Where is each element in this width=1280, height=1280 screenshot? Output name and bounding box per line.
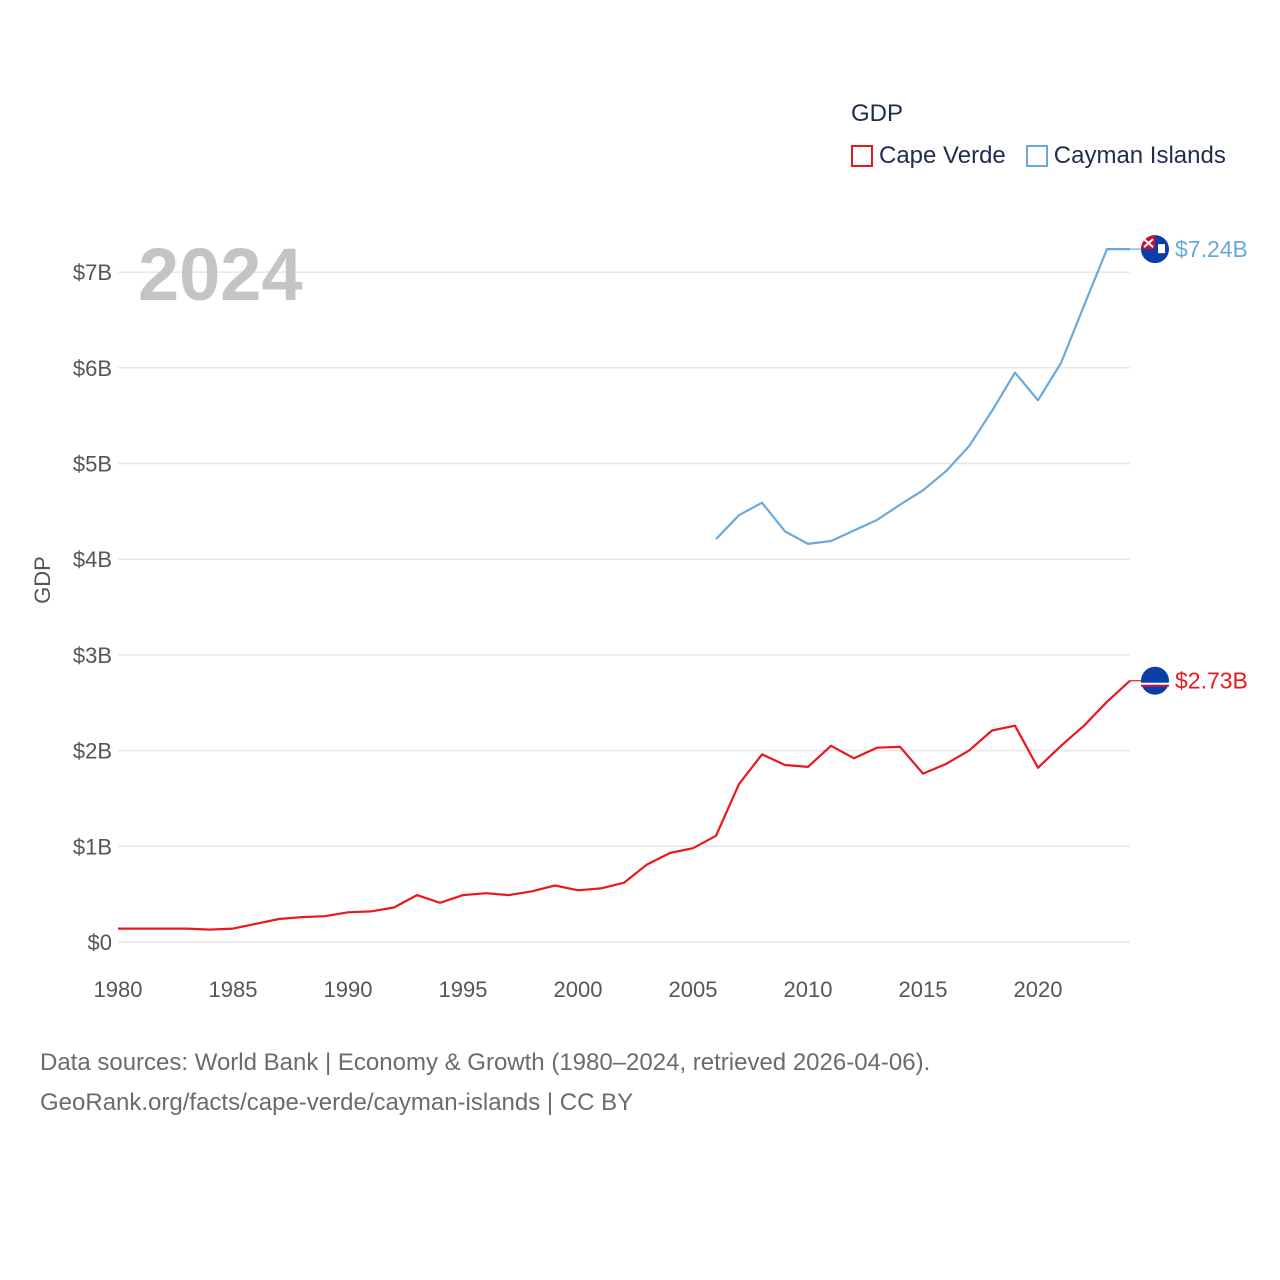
legend-title: GDP <box>851 100 904 127</box>
y-tick-label: $7B <box>73 260 112 285</box>
x-tick-label: 2010 <box>784 977 833 1002</box>
year-watermark: 2024 <box>138 233 303 316</box>
y-tick-label: $2B <box>73 739 112 764</box>
legend-label-cayman-islands: Cayman Islands <box>1053 142 1226 169</box>
legend: Cape Verde Cayman Islands <box>851 142 1246 170</box>
flag-shield <box>1158 244 1165 254</box>
y-tick-label: $5B <box>73 452 112 477</box>
flag-cross <box>1143 238 1154 248</box>
legend-label-cape-verde: Cape Verde <box>879 142 1006 169</box>
legend-swatch-cape-verde <box>851 145 873 167</box>
footer: Data sources: World Bank | Economy & Gro… <box>40 1043 930 1123</box>
series-line-cape-verde <box>118 679 1131 931</box>
x-tick-label: 1990 <box>324 977 373 1002</box>
legend-item-cayman-islands[interactable]: Cayman Islands <box>1025 142 1226 170</box>
x-tick-label: 1980 <box>94 977 143 1002</box>
y-tick-label: $6B <box>73 356 112 381</box>
cape-verde-flag-icon <box>1141 666 1169 695</box>
footer-sources: Data sources: World Bank | Economy & Gro… <box>40 1049 931 1076</box>
footer-link[interactable]: GeoRank.org/facts/cape-verde/cayman-isla… <box>40 1089 634 1116</box>
y-tick-label: $1B <box>73 834 112 859</box>
y-tick-label: $0 <box>88 930 112 955</box>
series-line-cayman-islands <box>715 248 1130 546</box>
cayman-islands-flag-icon <box>1141 235 1169 264</box>
flag-stripe-red <box>1141 684 1169 687</box>
x-tick-label: 1985 <box>209 977 258 1002</box>
x-tick-label: 2020 <box>1014 977 1063 1002</box>
end-value-label-cayman-islands: $7.24B <box>1175 236 1248 262</box>
y-tick-label: $4B <box>73 547 112 572</box>
flag-disc <box>1141 666 1169 695</box>
flag-stripe-white <box>1141 682 1169 686</box>
end-value-label-cape-verde: $2.73B <box>1175 668 1248 694</box>
x-tick-label: 2005 <box>669 977 718 1002</box>
legend-item-cape-verde[interactable]: Cape Verde <box>851 142 1006 170</box>
x-tick-label: 1995 <box>439 977 488 1002</box>
x-tick-label: 2000 <box>554 977 603 1002</box>
legend-swatch-cayman-islands <box>1025 145 1048 167</box>
x-tick-label: 2015 <box>899 977 948 1002</box>
y-axis-label: GDP <box>30 556 55 604</box>
y-tick-label: $3B <box>73 643 112 668</box>
